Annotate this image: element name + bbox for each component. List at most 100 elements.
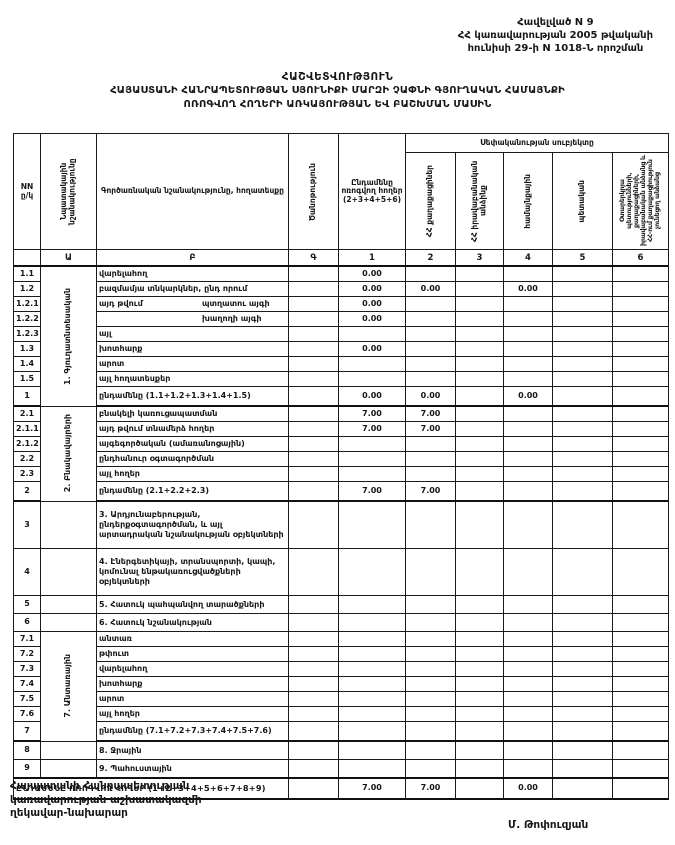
cell-total-irrigated xyxy=(338,500,406,549)
empty-group-cell xyxy=(40,500,97,549)
irrigated-lands-report-table: NN ը/կ Նպատակային նշանակությունը Գործառն… xyxy=(13,133,670,800)
cell-total-irrigated xyxy=(338,706,406,722)
cell-state xyxy=(552,386,613,407)
land-type-cell: թփուտ xyxy=(96,646,289,662)
col-header-foreign: Օտարերկրյա պետությունների, քաղաքացիների,… xyxy=(611,152,670,250)
cell-foreign xyxy=(611,759,670,779)
table-row: 1 ընդամենը (1.1+1.2+1.3+1.4+1.5) 0.00 0.00 0… xyxy=(13,386,670,407)
cell-citizens xyxy=(405,646,456,662)
cell-foreign xyxy=(611,777,670,800)
cell-legal-entities xyxy=(455,265,504,282)
cell-foreign xyxy=(611,311,670,327)
cell-foreign xyxy=(611,721,670,742)
table-row: 2.2 ընդհանուր օգտագործման xyxy=(13,451,670,467)
cell-state xyxy=(552,777,613,800)
row-number: 7.6 xyxy=(13,706,41,722)
cell-state xyxy=(552,481,613,502)
cell-community xyxy=(503,676,553,692)
section-label: 9. Պահուստային xyxy=(96,759,289,779)
cell-total-irrigated xyxy=(338,548,406,596)
empty-group-cell xyxy=(40,613,97,632)
cell-community xyxy=(503,500,553,549)
row-number: 2.2 xyxy=(13,451,41,467)
table-row: 7.3 վարելահող xyxy=(13,661,670,677)
cell-foreign xyxy=(611,631,670,647)
land-type-label: այգեգործական (ամառանոցային) xyxy=(99,438,245,448)
section-label: 4. Էներգետիկայի, տրանսպորտի, կապի, կոմու… xyxy=(96,548,289,596)
cell-total-irrigated: 0.00 xyxy=(338,311,406,327)
cell-total-irrigated xyxy=(338,740,406,760)
cell-legal-entities xyxy=(455,613,504,632)
land-type-cell: ընդամենը (7.1+7.2+7.3+7.4+7.5+7.6) xyxy=(96,721,289,742)
appendix-line: Հավելված N 9 xyxy=(517,17,594,28)
cell-citizens xyxy=(405,548,456,596)
cell-legal-entities xyxy=(455,740,504,760)
row-number: 1.5 xyxy=(13,371,41,387)
cell-note xyxy=(288,265,339,282)
land-type-cell: բնակելի կառուցապատման xyxy=(96,405,289,422)
cell-community xyxy=(503,371,553,387)
row-number: 7.3 xyxy=(13,661,41,677)
land-type-label: խոտհարք xyxy=(99,678,143,688)
cell-legal-entities xyxy=(455,706,504,722)
cell-citizens xyxy=(405,326,456,342)
cell-note xyxy=(288,405,339,422)
land-type-label: ընդամենը (7.1+7.2+7.3+7.4+7.5+7.6) xyxy=(99,725,272,735)
land-type-label: արոտ xyxy=(99,693,125,703)
cell-foreign xyxy=(611,326,670,342)
section-label: 8. Ջրային xyxy=(96,740,289,760)
index-cell: 1 xyxy=(338,249,406,267)
cell-legal-entities xyxy=(455,481,504,502)
col-header-land-type: Գործառնական նշանակությունը, հողատեսքը xyxy=(96,133,289,250)
index-cell: 3 xyxy=(455,249,504,267)
cell-citizens xyxy=(405,691,456,707)
land-type-sublabel: պտղատու այգի xyxy=(202,298,270,308)
cell-foreign xyxy=(611,613,670,632)
cell-foreign xyxy=(611,706,670,722)
land-purpose-group: 1. Գյուղատնտեսական xyxy=(40,265,97,407)
cell-state xyxy=(552,405,613,422)
cell-state xyxy=(552,296,613,312)
cell-legal-entities xyxy=(455,661,504,677)
cell-note xyxy=(288,631,339,647)
cell-total-irrigated: 7.00 xyxy=(338,481,406,502)
col-header-nn: NN ը/կ xyxy=(13,133,41,250)
land-type-cell: այլ հողեր xyxy=(96,706,289,722)
cell-state xyxy=(552,466,613,482)
cell-foreign xyxy=(611,595,670,614)
land-type-cell: այլ հողեր xyxy=(96,466,289,482)
cell-legal-entities xyxy=(455,326,504,342)
cell-citizens: 7.00 xyxy=(405,481,456,502)
appendix-line: ՀՀ կառավարության 2005 թվականի xyxy=(457,30,653,42)
cell-citizens: 0.00 xyxy=(405,386,456,407)
land-type-cell: վարելահող xyxy=(96,265,289,282)
col-header-total-irrigated: Ընդամենը ոռոգվող հողեր (2+3+4+5+6) xyxy=(338,133,406,250)
cell-citizens: 7.00 xyxy=(405,777,456,800)
report-table-body: 1.1 1. Գյուղատնտեսական վարելահող 0.00 1.2 բազ… xyxy=(13,265,670,800)
table-row: 7.5 արոտ xyxy=(13,691,670,707)
header-row-top: NN ը/կ Նպատակային նշանակությունը Գործառն… xyxy=(13,133,670,250)
table-row: 6 6. Հատուկ նշանակության xyxy=(13,613,670,632)
land-type-cell: այլ xyxy=(96,326,289,342)
cell-citizens xyxy=(405,265,456,282)
document-title: ՀԱՇՎԵՏՎՈՒԹՅՈՒՆ ՀԱՅԱՍՏԱՆԻ ՀԱՆՐԱՊԵՏՈՒԹՅԱՆ … xyxy=(0,70,675,111)
cell-total-irrigated: 0.00 xyxy=(338,386,406,407)
row-number: 1.3 xyxy=(13,341,41,357)
cell-community xyxy=(503,436,553,452)
cell-total-irrigated xyxy=(338,613,406,632)
cell-citizens xyxy=(405,613,456,632)
row-number: 7.4 xyxy=(13,676,41,692)
cell-note xyxy=(288,500,339,549)
land-type-cell: խոտհարք xyxy=(96,676,289,692)
cell-citizens xyxy=(405,341,456,357)
col-header-total-label: Ընդամենը ոռոգվող հողեր (2+3+4+5+6) xyxy=(341,177,403,204)
cell-note xyxy=(288,356,339,372)
table-row: 1.2.3 այլ xyxy=(13,326,670,342)
col-header-citizens-label: ՀՀ քաղաքացիներ xyxy=(425,164,435,238)
row-number: 1.2.1 xyxy=(13,296,41,312)
cell-note xyxy=(288,777,339,800)
table-row: 1.3 խոտհարք 0.00 xyxy=(13,341,670,357)
land-type-cell: ընդամենը (2.1+2.2+2.3) xyxy=(96,481,289,502)
land-type-label: վարելահող xyxy=(99,268,148,278)
land-type-cell: ընդամենը (1.1+1.2+1.3+1.4+1.5) xyxy=(96,386,289,407)
